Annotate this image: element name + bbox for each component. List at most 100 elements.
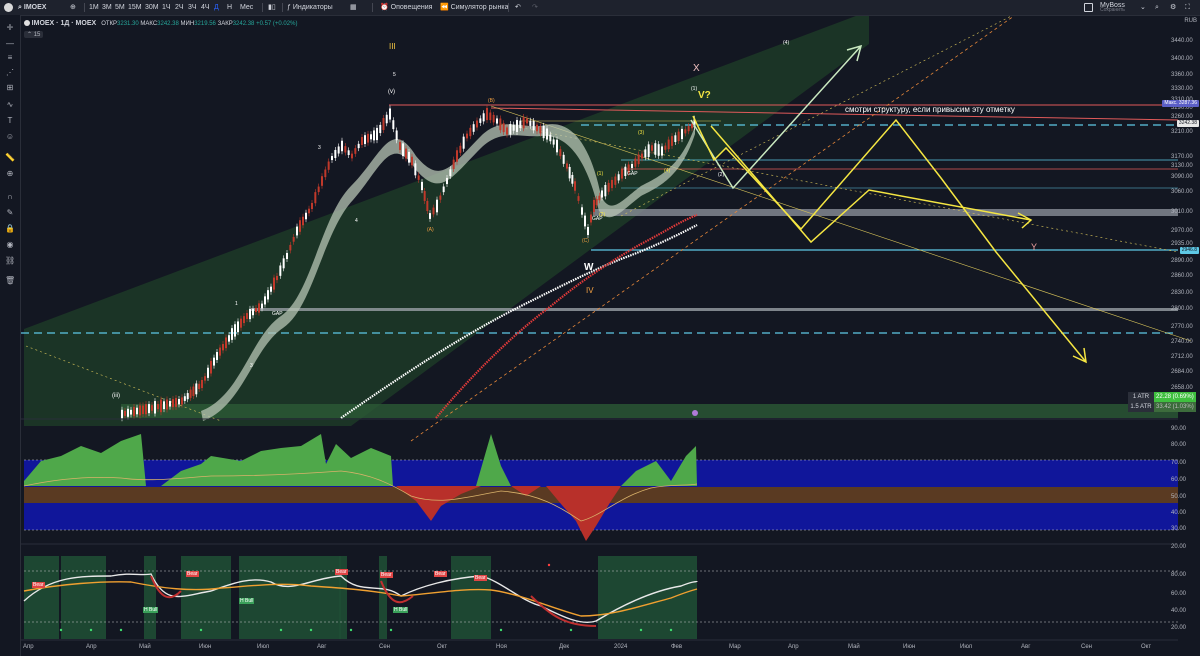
wave-label-n4[interactable]: 4: [355, 218, 358, 224]
gap-label-1[interactable]: GAP: [627, 171, 638, 177]
wave-label-Y[interactable]: Y: [1031, 242, 1038, 252]
wave-label-4-forecast[interactable]: (4): [783, 40, 790, 46]
interval-2[interactable]: 5М: [115, 4, 125, 11]
gap-label-3[interactable]: GAP: [272, 311, 283, 317]
magnet-tool[interactable]: ∩: [5, 192, 15, 202]
interval-8[interactable]: 4Ч: [201, 4, 210, 11]
fib-tool[interactable]: ≡: [5, 53, 15, 63]
quick-search-button[interactable]: ⌕: [1155, 3, 1159, 12]
interval-1[interactable]: 3М: [102, 4, 112, 11]
text-tool[interactable]: T: [5, 116, 15, 126]
wave-label-n3b[interactable]: 3: [250, 363, 253, 369]
wave-label-2-forecast[interactable]: (2): [718, 172, 725, 178]
chart-area[interactable]: 3440.003400.003360.003330.003310.003290.…: [21, 16, 1200, 656]
time-label: Май: [139, 643, 151, 650]
legend-collapse-button[interactable]: ⌃ 15: [24, 31, 44, 38]
bear-tag-3[interactable]: Bear: [335, 569, 348, 575]
wave-label-3[interactable]: (3): [638, 130, 645, 136]
bear-tag-4[interactable]: Bear: [380, 572, 393, 578]
time-label: Фев: [671, 644, 682, 650]
alerts-button[interactable]: ⏰ Оповещения: [380, 3, 432, 12]
bear-tag-2[interactable]: Bear: [186, 571, 199, 577]
chart-type-button[interactable]: ▮▯: [268, 3, 276, 12]
wave-label-C[interactable]: (C): [582, 238, 589, 244]
legend-title[interactable]: IMOEX · 1Д · MOEX: [31, 20, 97, 27]
pattern-tool[interactable]: ⋰: [5, 68, 15, 78]
symbol-search-button[interactable]: ⌕ IMOEX: [18, 3, 46, 12]
hide-tool[interactable]: ◉: [5, 240, 15, 250]
time-label: Дек: [559, 644, 569, 650]
wave-label-A[interactable]: (A): [427, 227, 434, 233]
replay-button[interactable]: ⏪ Симулятор рынка: [440, 3, 509, 12]
grid-icon: ▦: [350, 4, 357, 11]
interval-6[interactable]: 2Ч: [175, 4, 184, 11]
interval-4[interactable]: 30М: [145, 4, 159, 11]
wave-label-v[interactable]: (v): [388, 89, 395, 95]
gap-label-2[interactable]: GAP: [592, 216, 603, 222]
diag-yellow-solid: [490, 105, 1192, 342]
wave-label-2[interactable]: (2): [599, 212, 606, 218]
legend-high-label: МАКС: [140, 21, 158, 27]
wave-label-III[interactable]: III: [389, 42, 396, 51]
hbull-tag-3[interactable]: H Bull: [393, 607, 409, 613]
annotation-note[interactable]: смотри структуру, если привысим эту отме…: [845, 105, 1015, 114]
zoom-tool[interactable]: ⊕: [5, 169, 15, 179]
trend-line-tool[interactable]: ―: [5, 39, 15, 49]
ruler-tool[interactable]: 📏: [5, 153, 15, 163]
interval-10[interactable]: Н: [227, 4, 233, 11]
indicators-icon: ƒ: [287, 4, 291, 11]
wave-label-n5[interactable]: 5: [393, 72, 396, 78]
indicators-button[interactable]: ƒ Индикаторы: [287, 3, 333, 12]
settings-button[interactable]: ⚙: [1170, 3, 1176, 12]
event-marker[interactable]: [692, 410, 698, 416]
wave-label-n3[interactable]: 3: [318, 145, 321, 151]
delete-tool[interactable]: 🗑: [5, 276, 15, 286]
price-scale[interactable]: 3440.003400.003360.003330.003310.003290.…: [1171, 38, 1193, 631]
layout-button[interactable]: ▦: [350, 3, 357, 12]
interval-3[interactable]: 15М: [128, 4, 142, 11]
interval-5[interactable]: 1Ч: [162, 4, 171, 11]
wave-label-1[interactable]: (1): [597, 171, 604, 177]
wave-label-V[interactable]: V?: [698, 90, 711, 101]
price-tick: 3440.00: [1171, 38, 1193, 44]
time-label: Июн: [199, 644, 211, 650]
interval-7[interactable]: 3Ч: [188, 4, 197, 11]
wave-label-n1[interactable]: 1: [235, 301, 238, 307]
interval-0[interactable]: 1М: [89, 4, 99, 11]
redo-button[interactable]: ↷: [532, 3, 538, 12]
wave-label-IV[interactable]: IV: [586, 286, 594, 295]
currency-label[interactable]: RUB: [1184, 18, 1197, 24]
avatar[interactable]: [4, 3, 13, 12]
bear-tag-6[interactable]: Bear: [474, 575, 487, 581]
wave-label-B[interactable]: (B): [488, 98, 495, 104]
crosshair-tool[interactable]: ✛: [5, 23, 15, 33]
bear-tag-5[interactable]: Bear: [434, 571, 447, 577]
fullscreen-button[interactable]: ⛶: [1185, 3, 1190, 12]
wave-label-iii[interactable]: (iii): [112, 393, 120, 399]
interval-11[interactable]: Мес: [240, 4, 254, 11]
layout-select-button[interactable]: ⌄: [1140, 3, 1146, 12]
hbull-tag-2[interactable]: H Bull: [239, 598, 255, 604]
projection-tool[interactable]: ⊞: [5, 83, 15, 93]
wave-label-X[interactable]: X: [693, 63, 700, 74]
icons-tool[interactable]: ☺: [5, 132, 15, 142]
brush-tool[interactable]: ∿: [5, 100, 15, 110]
link-tool[interactable]: ⛓: [5, 256, 15, 266]
undo-button[interactable]: ↶: [515, 3, 521, 12]
wave-label-4[interactable]: (4): [664, 168, 671, 174]
wave-label-W[interactable]: W: [584, 262, 594, 273]
stay-drawing-tool[interactable]: ✎: [5, 208, 15, 218]
user-menu[interactable]: MyBoss Сохранить: [1100, 2, 1125, 13]
interval-9[interactable]: Д: [214, 4, 219, 11]
wave-label-1-top[interactable]: (1): [691, 86, 698, 92]
compare-button[interactable]: ⊕: [70, 3, 76, 12]
time-label: Июл: [960, 644, 973, 650]
hbull-tag-1[interactable]: H Bull: [143, 607, 159, 613]
lock-tool[interactable]: 🔒: [5, 224, 15, 234]
layout-checkbox[interactable]: [1084, 3, 1093, 12]
bear-tag-1[interactable]: Bear: [32, 582, 45, 588]
time-axis[interactable]: Апр Апр Май Июн Июл Авг Сен Окт Ноя Дек 2024 Фев Мар…: [23, 643, 1151, 650]
price-tick: 2830.00: [1171, 290, 1193, 296]
undo-icon: ↶: [515, 4, 521, 11]
chevron-up-icon: ⌃: [27, 32, 33, 38]
